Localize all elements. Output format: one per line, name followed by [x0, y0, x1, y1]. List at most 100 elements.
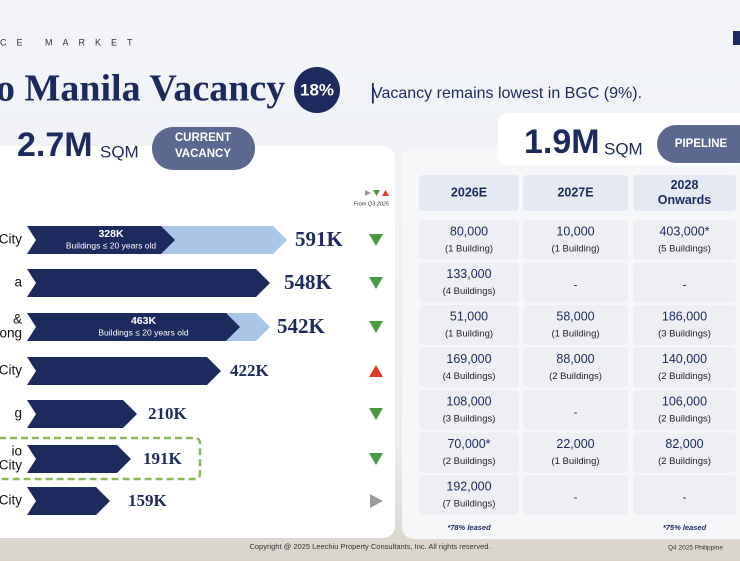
cell-note: (2 Buildings): [549, 371, 602, 382]
pipeline-tag: [657, 125, 740, 163]
table-head-cell: [523, 175, 628, 211]
pipeline-tag-text: PIPELINE: [675, 138, 728, 150]
table-cell: [419, 262, 519, 303]
row-label: City: [0, 458, 22, 473]
cell-note: (3 Buildings): [443, 414, 496, 425]
cell-note: (4 Buildings): [443, 286, 496, 297]
table-cell: [633, 475, 736, 515]
cell-value: 140,000: [662, 352, 707, 366]
cell-value: 51,000: [450, 309, 488, 323]
cell-note: (1 Building): [445, 329, 493, 340]
row-label: a: [14, 275, 22, 290]
cell-note: (2 Buildings): [658, 456, 711, 467]
table-cell: [419, 475, 519, 515]
cell-value: 70,000*: [447, 437, 490, 451]
row-label: &: [13, 312, 22, 327]
vacancy-tag-text: VACANCY: [175, 148, 231, 160]
column-header: 2026E: [451, 185, 487, 199]
bar-inner-note: Buildings ≤ 20 years old: [66, 240, 156, 250]
row-label: io: [11, 444, 22, 459]
cell-empty: -: [683, 490, 687, 504]
pipeline-total: 1.9M: [524, 123, 600, 161]
bar-value: 542K: [277, 314, 326, 338]
column-header: Onwards: [658, 193, 712, 207]
cell-empty: -: [574, 490, 578, 504]
table-cell: [419, 220, 519, 260]
table-cell: [633, 262, 736, 303]
cell-value: 58,000: [556, 309, 594, 323]
bar-value: 159K: [128, 491, 168, 510]
table-cell: [633, 432, 736, 473]
bar: [27, 400, 137, 428]
trend-icon: [369, 234, 383, 246]
edition: Q4 2025 Philippine: [668, 545, 723, 552]
bar: [27, 269, 270, 297]
legend-note: From Q3 2025: [354, 201, 390, 207]
cell-value: 192,000: [446, 479, 491, 493]
bar: [27, 487, 110, 515]
table-cell: [523, 220, 628, 260]
logo: [733, 31, 740, 45]
row-label: City: [0, 232, 22, 247]
separator: |: [370, 79, 376, 104]
cell-note: (1 Building): [551, 244, 599, 255]
bar-value: 591K: [295, 227, 344, 251]
bar: [27, 357, 221, 385]
cell-value: 22,000: [556, 437, 594, 451]
copyright: Copyright @ 2025 Leechiu Property Consul…: [249, 542, 490, 551]
bar-recent: [27, 313, 240, 341]
table-cell: [523, 305, 628, 345]
trend-icon: [369, 277, 383, 289]
table-cell: [419, 432, 519, 473]
cell-note: (1 Building): [551, 329, 599, 340]
column-header: 2028: [671, 178, 699, 192]
badge-text: 18%: [300, 80, 334, 99]
cell-value: 82,000: [665, 437, 703, 451]
badge: [294, 67, 340, 113]
table-cell: [419, 305, 519, 345]
row-label: City: [0, 363, 22, 378]
table-cell: [633, 305, 736, 345]
table-cell: [419, 390, 519, 430]
cell-note: (3 Buildings): [658, 329, 711, 340]
table-cell: [523, 432, 628, 473]
pipeline-unit: SQM: [604, 139, 643, 158]
trend-icon: [370, 494, 383, 508]
cell-note: (2 Buildings): [658, 414, 711, 425]
table-head-cell: [633, 175, 736, 211]
cell-note: (2 Buildings): [658, 371, 711, 382]
trend-icon: [369, 408, 383, 420]
row-label: uyong: [0, 326, 22, 341]
cell-note: (2 Buildings): [443, 456, 496, 467]
vacancy-tag: [152, 127, 255, 170]
cell-value: 169,000: [446, 352, 491, 366]
cell-value: 80,000: [450, 224, 488, 238]
bar-inner-note: Buildings ≤ 20 years old: [98, 327, 188, 337]
cell-note: (7 Buildings): [443, 499, 496, 510]
table-cell: [419, 347, 519, 388]
table-cell: [523, 475, 628, 515]
bar-value: 210K: [148, 404, 188, 423]
bar-inner-value: 463K: [131, 315, 157, 327]
row-label: City: [0, 493, 22, 508]
bar-value: 548K: [284, 270, 333, 294]
footnote: *75% leased: [663, 523, 707, 532]
bar-value: 422K: [230, 361, 270, 380]
cell-value: 133,000: [446, 267, 491, 281]
table-cell: [633, 347, 736, 388]
vacancy-tag-text: CURRENT: [175, 132, 231, 144]
cell-empty: -: [574, 278, 578, 292]
cell-note: (1 Building): [445, 244, 493, 255]
table-cell: [633, 390, 736, 430]
cell-note: (1 Building): [551, 456, 599, 467]
vacancy-unit: SQM: [100, 142, 139, 161]
subtitle: Vacancy remains lowest in BGC (9%).: [372, 85, 642, 102]
footnote: *78% leased: [447, 523, 491, 532]
legend-down: [373, 190, 380, 196]
table-head-cell: [419, 175, 519, 211]
trend-icon: [369, 365, 383, 377]
row-label: g: [14, 406, 22, 421]
bar: [27, 445, 131, 473]
